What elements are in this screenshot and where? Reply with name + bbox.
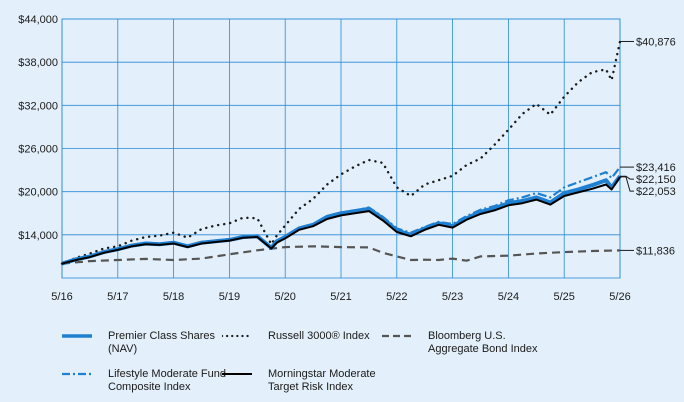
y-tick-label: $14,000 — [18, 230, 58, 242]
legend-label-bloomberg: Bloomberg U.S. Aggregate Bond Index — [428, 330, 538, 355]
legend-swatch-lifestyle — [62, 372, 92, 376]
end-value-label: $40,876 — [636, 36, 676, 48]
x-tick-label: 5/24 — [498, 291, 519, 303]
legend-label-premier: Premier Class Shares (NAV) — [108, 330, 215, 355]
x-tick-label: 5/22 — [386, 291, 407, 303]
legend-item-lifestyle: Lifestyle Moderate Fund Composite Index — [62, 368, 226, 394]
y-tick-label: $26,000 — [18, 144, 58, 156]
x-tick-label: 5/16 — [51, 291, 72, 303]
legend-swatch-russell — [222, 334, 254, 338]
axes: $14,000 $20,000 $26,000 $32,000 $38,000 $44,0… — [18, 14, 630, 303]
end-value-label: $11,836 — [636, 245, 675, 257]
legend-item-russell: Russell 3000® Index — [222, 330, 388, 343]
y-tick-label: $44,000 — [18, 14, 58, 26]
end-value-label: $22,053 — [636, 186, 676, 198]
end-labels: $40,876 $23,416$22,150$22,053 $11,836 — [620, 36, 676, 257]
legend-label-morningstar: Morningstar Moderate Target Risk Index — [268, 368, 376, 393]
x-tick-label: 5/21 — [330, 291, 351, 303]
y-tick-label: $38,000 — [18, 57, 58, 69]
legend-label-lifestyle: Lifestyle Moderate Fund Composite Index — [108, 368, 227, 393]
legend-swatch-morningstar — [222, 373, 252, 375]
x-tick-label: 5/17 — [107, 291, 128, 303]
series-lines — [60, 40, 622, 266]
chart-legend: Premier Class Shares (NAV) Russell 3000®… — [0, 320, 684, 402]
legend-item-morningstar: Morningstar Moderate Target Risk Index — [222, 368, 386, 394]
plot-frame — [61, 18, 621, 279]
legend-label-russell: Russell 3000® Index — [268, 330, 370, 342]
x-tick-label: 5/20 — [274, 291, 295, 303]
legend-item-bloomberg: Bloomberg U.S. Aggregate Bond Index — [382, 330, 558, 356]
end-value-label: $23,416 — [636, 162, 676, 174]
x-tick-label: 5/23 — [442, 291, 463, 303]
legend-item-premier: Premier Class Shares (NAV) — [62, 330, 226, 356]
x-tick-label: 5/26 — [609, 291, 630, 303]
end-label-leader — [620, 176, 634, 192]
series-line-2 — [61, 245, 621, 265]
legend-swatch-bloomberg — [382, 334, 412, 338]
x-tick-label: 5/19 — [219, 291, 240, 303]
gridlines — [61, 18, 621, 279]
end-label-leader — [620, 175, 634, 180]
x-tick-label: 5/18 — [163, 291, 184, 303]
x-tick-label: 5/25 — [553, 291, 574, 303]
y-tick-label: $32,000 — [18, 100, 58, 112]
series-line-4 — [61, 176, 621, 265]
end-value-label: $22,150 — [636, 174, 676, 186]
legend-swatch-premier — [62, 334, 92, 338]
y-tick-label: $20,000 — [18, 187, 58, 199]
line-chart: $14,000 $20,000 $26,000 $32,000 $38,000 $44,0… — [18, 14, 676, 303]
